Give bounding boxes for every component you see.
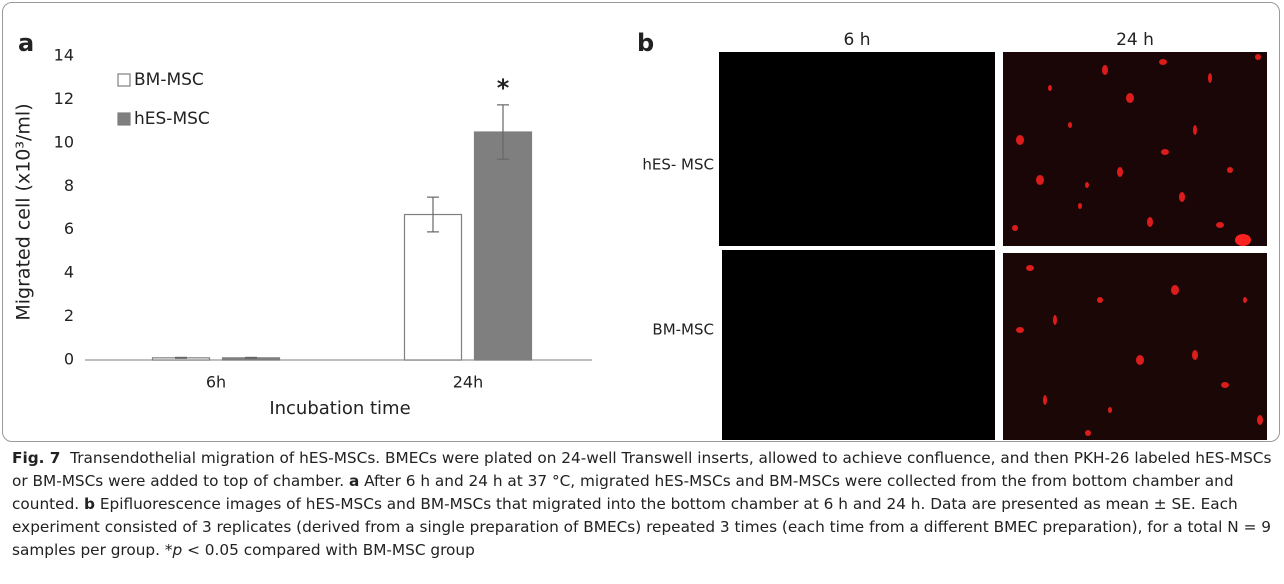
cell (1179, 192, 1185, 202)
cell (1136, 355, 1144, 365)
cell (1147, 217, 1153, 227)
cell (1208, 73, 1212, 83)
annotation: * (497, 74, 510, 102)
cell (1016, 327, 1024, 333)
panel-label: b (637, 29, 654, 57)
cell (1048, 85, 1052, 91)
legend-label: BM-MSC (134, 70, 204, 90)
y-tick-label: 4 (64, 263, 74, 282)
cell (1012, 225, 1018, 231)
row-label: hES- MSC (642, 156, 714, 174)
y-tick-label: 10 (54, 132, 74, 151)
image-bm-6h (722, 250, 995, 440)
cell (1108, 407, 1112, 413)
x-tick-label: 24h (453, 373, 484, 392)
cell (1257, 415, 1263, 425)
bar (473, 131, 533, 361)
caption-run: Fig. 7 (12, 449, 61, 467)
cell (1117, 167, 1123, 177)
image-hes-6h (719, 52, 995, 246)
legend-label: hES-MSC (134, 109, 210, 129)
column-header: 6 h (844, 30, 871, 50)
cell (1227, 167, 1233, 173)
column-header: 24 h (1116, 30, 1154, 50)
cell (1255, 54, 1261, 60)
error-bar (427, 196, 439, 233)
cell (1078, 203, 1082, 209)
cell-dots (1012, 54, 1263, 436)
cell (1085, 182, 1089, 188)
cell (1171, 285, 1179, 295)
y-axis-title: Migrated cell (x10³/ml) (13, 103, 35, 320)
cell (1161, 149, 1169, 155)
cell (1085, 430, 1091, 436)
caption-run: After 6 h and 24 h at 37 °C, migrated hE… (12, 472, 1239, 513)
cell (1216, 222, 1224, 228)
cell (1053, 315, 1057, 325)
cell (1016, 135, 1024, 145)
figure: a 0 2 4 6 8 10 12 14 Migrated cell (x10³/ml) Incub… (13, 29, 1267, 440)
caption-run: b (84, 495, 95, 513)
y-tick-label: 12 (54, 89, 74, 108)
bar (403, 213, 463, 361)
error-bar (175, 356, 187, 359)
image-bm-24h (1003, 253, 1267, 440)
legend-swatch (117, 73, 131, 87)
caption: Fig. 7 Transendothelial migration of hES… (12, 447, 1276, 562)
cell (1036, 175, 1044, 185)
caption-run: Transendothelial migration of hES-MSCs. … (12, 449, 1277, 490)
cell (1221, 382, 1229, 388)
cell (1192, 350, 1198, 360)
error-bar (245, 356, 257, 359)
cell (1126, 93, 1134, 103)
cell (1026, 265, 1034, 271)
y-tick-label: 0 (64, 350, 74, 369)
cell (1159, 59, 1167, 65)
caption-run: < 0.05 compared with BM-MSC group (182, 541, 475, 559)
panel-label: a (18, 29, 34, 57)
row-label: BM-MSC (652, 321, 714, 339)
cell (1235, 234, 1251, 246)
caption-run: Epifluorescence images of hES-MSCs and B… (12, 495, 1276, 559)
caption-run: a (348, 472, 360, 490)
x-tick-label: 6h (206, 373, 226, 392)
cell (1193, 125, 1197, 135)
y-tick-label: 2 (64, 306, 74, 325)
x-axis-title: Incubation time (269, 398, 410, 419)
legend-swatch (117, 112, 131, 126)
y-tick-label: 6 (64, 219, 74, 238)
error-bar (497, 104, 509, 160)
cell (1068, 122, 1072, 128)
image-hes-24h (1003, 52, 1267, 246)
cell (1097, 297, 1103, 303)
cell (1043, 395, 1047, 405)
cell (1102, 65, 1108, 75)
cell (1243, 297, 1247, 303)
caption-run: p (172, 541, 183, 559)
y-tick-label: 14 (54, 46, 74, 65)
figure-frame (2, 2, 1280, 442)
y-tick-label: 8 (64, 176, 74, 195)
